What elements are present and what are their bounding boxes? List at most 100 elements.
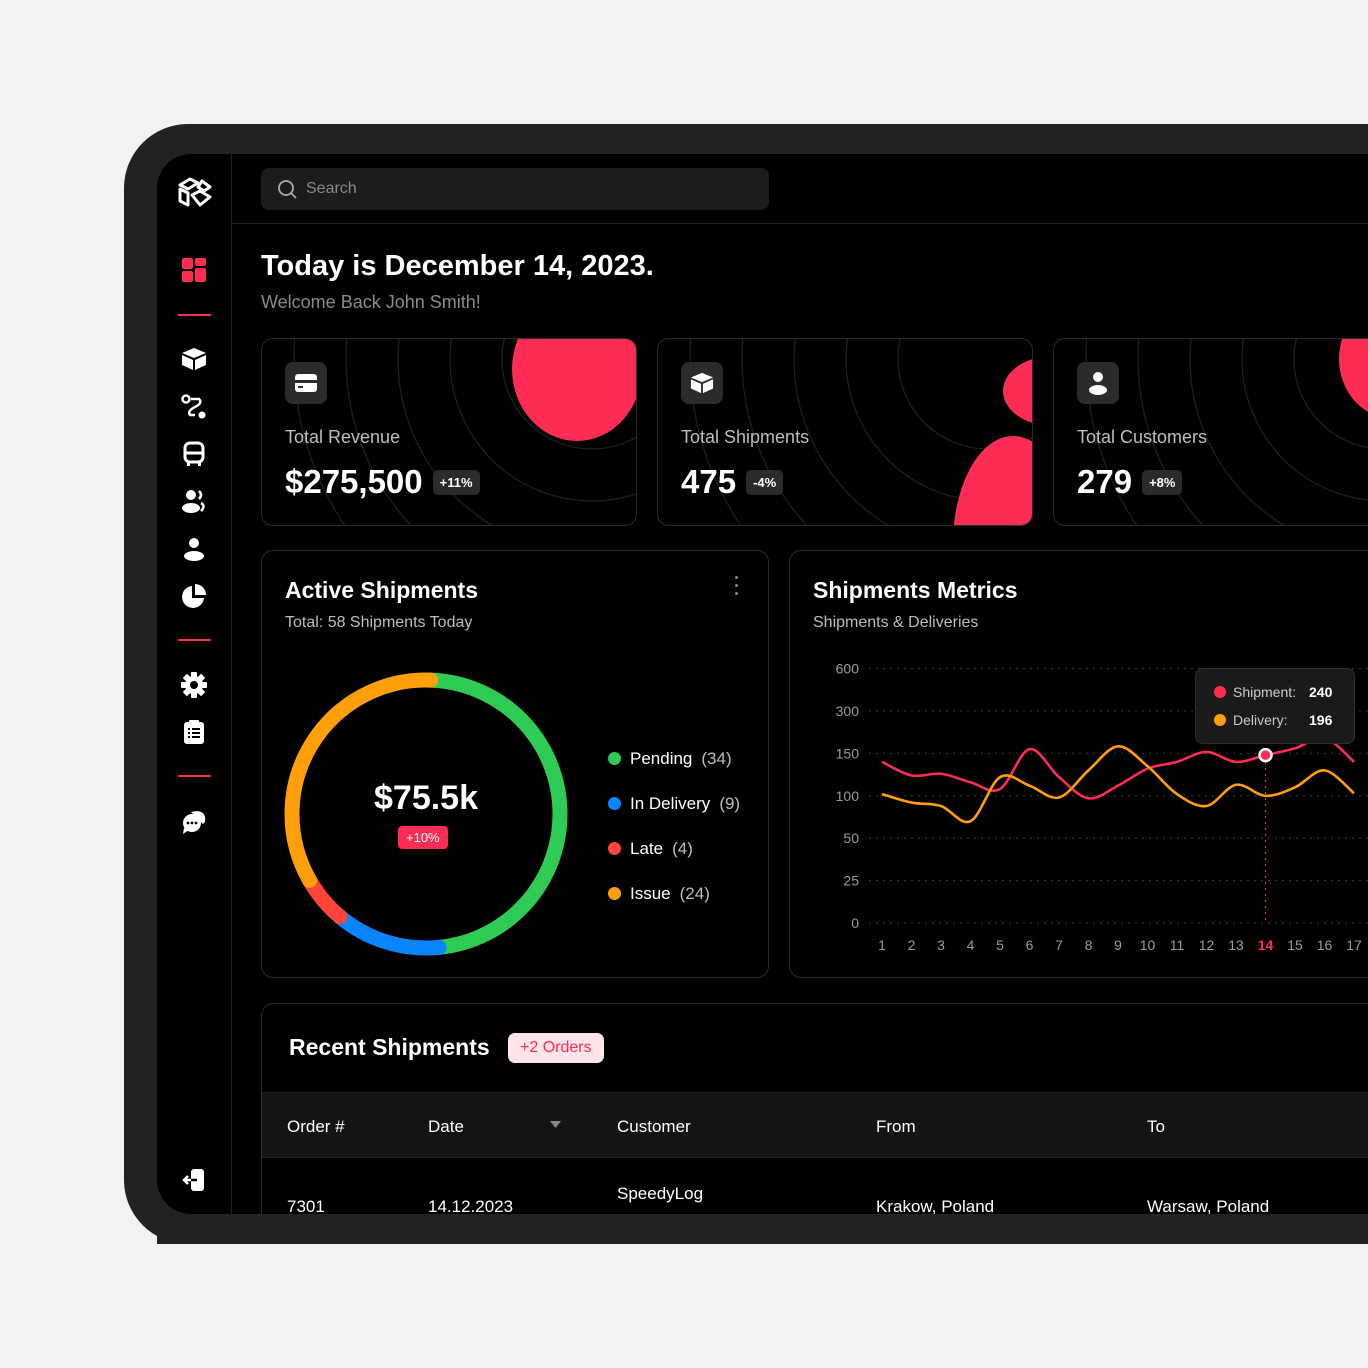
- sidebar-item-packages[interactable]: [179, 344, 209, 374]
- column-to[interactable]: To: [1147, 1117, 1165, 1136]
- legend-dot: [608, 842, 621, 855]
- chart-tooltip: Shipment: 240 Delivery: 196: [1195, 668, 1355, 744]
- sidebar-item-reports[interactable]: [179, 581, 209, 611]
- bus-icon: [183, 441, 205, 466]
- credit-card-icon: [285, 362, 327, 404]
- sort-down-icon[interactable]: [550, 1121, 561, 1128]
- y-tick-label: 50: [843, 830, 859, 846]
- welcome-text: Welcome Back John Smith!: [261, 292, 481, 312]
- tooltip-value: 240: [1309, 684, 1333, 700]
- sidebar-item-customers[interactable]: [179, 534, 209, 564]
- stat-card[interactable]: Total Shipments 475 -4%: [657, 338, 1033, 526]
- logout-button[interactable]: [179, 1165, 209, 1195]
- card-subtitle: Shipments & Deliveries: [813, 614, 979, 631]
- dashboard-icon: [182, 258, 206, 282]
- y-tick-label: 300: [836, 703, 860, 719]
- sidebar-item-team[interactable]: [179, 486, 209, 516]
- stat-value: $275,500: [285, 463, 423, 500]
- delivery-dot: [1214, 714, 1226, 726]
- card-title: Active Shipments: [285, 577, 478, 603]
- series-line-delivery: [881, 745, 1355, 824]
- stat-card[interactable]: Total Revenue $275,500 +11%: [261, 338, 637, 526]
- stat-label: Total Customers: [1077, 427, 1208, 447]
- table-row[interactable]: 7301 14.12.2023 SpeedyLog Krakow, Poland…: [262, 1159, 1368, 1219]
- sidebar-item-messages[interactable]: [179, 807, 209, 837]
- sidebar-item-routes[interactable]: [179, 392, 209, 422]
- device-bezel-bottom: [157, 1214, 1368, 1244]
- x-tick-label: 16: [1317, 937, 1333, 953]
- y-tick-label: 600: [836, 661, 860, 677]
- column-order[interactable]: Order #: [287, 1117, 345, 1136]
- sidebar-item-vehicles[interactable]: [179, 439, 209, 469]
- donut-change-badge: +10%: [398, 826, 448, 849]
- sidebar: [157, 154, 232, 1214]
- card-decoration: [293, 339, 636, 525]
- legend-dot: [608, 752, 621, 765]
- x-tick-label: 10: [1140, 937, 1156, 953]
- sidebar-item-tasks[interactable]: [179, 717, 209, 747]
- legend-label: Late: [630, 838, 664, 858]
- x-tick-label: 9: [1114, 937, 1122, 953]
- tooltip-label: Shipment:: [1233, 684, 1297, 700]
- donut-segment-issue[interactable]: [284, 672, 439, 888]
- users-icon: [182, 490, 205, 513]
- more-options-button[interactable]: [730, 573, 742, 597]
- column-date[interactable]: Date: [428, 1117, 464, 1136]
- cell-from: Krakow, Poland: [876, 1197, 995, 1216]
- logo-icon[interactable]: [175, 174, 215, 214]
- tooltip-value: 196: [1309, 712, 1333, 728]
- stat-value: 279: [1077, 463, 1133, 500]
- legend-label: Issue: [630, 883, 671, 903]
- stat-card[interactable]: Total Customers 279 +8%: [1053, 338, 1368, 526]
- legend-item[interactable]: In Delivery (9): [608, 781, 740, 826]
- x-tick-label: 13: [1228, 937, 1244, 953]
- tooltip-label: Delivery:: [1233, 712, 1288, 728]
- search-input[interactable]: [306, 180, 706, 198]
- x-tick-label: 2: [908, 937, 916, 953]
- donut-segment-in-delivery[interactable]: [332, 909, 447, 956]
- search-bar[interactable]: [261, 168, 769, 210]
- y-tick-label: 150: [836, 745, 860, 761]
- cell-to: Warsaw, Poland: [1147, 1197, 1270, 1216]
- legend-dot: [608, 797, 621, 810]
- sidebar-item-settings[interactable]: [179, 670, 209, 700]
- gear-icon: [181, 672, 207, 698]
- active-shipments-card: Active Shipments Total: 58 Shipments Tod…: [261, 550, 769, 978]
- card-title: Shipments Metrics: [813, 577, 1018, 603]
- card-decoration: [689, 339, 1032, 525]
- x-tick-label: 3: [937, 937, 945, 953]
- highlight-point[interactable]: [1258, 747, 1273, 763]
- column-from[interactable]: From: [876, 1117, 916, 1136]
- donut-legend: Pending (34) In Delivery (9) Late (4) Issue (24…: [608, 736, 740, 916]
- column-customer[interactable]: Customer: [617, 1117, 691, 1136]
- stat-value: 475: [681, 463, 737, 500]
- donut-segment-pending[interactable]: [423, 672, 568, 955]
- sidebar-item-dashboard[interactable]: [179, 255, 209, 285]
- legend-count: (34): [701, 748, 732, 768]
- stat-change-badge: -4%: [746, 469, 784, 495]
- x-tick-label: 8: [1085, 937, 1093, 953]
- y-tick-label: 100: [836, 788, 860, 804]
- divider: [178, 314, 211, 316]
- legend-item[interactable]: Pending (34): [608, 736, 740, 781]
- table-header: Order # Date Customer From To: [262, 1092, 1368, 1158]
- legend-count: (9): [719, 793, 741, 813]
- route-icon: [181, 394, 206, 419]
- chat-icon: [183, 811, 206, 834]
- shipments-metrics-card: Shipments Metrics Shipments & Deliveries…: [789, 550, 1368, 978]
- x-tick-label: 6: [1026, 937, 1034, 953]
- clipboard-icon: [184, 720, 204, 744]
- stat-change-badge: +11%: [432, 469, 480, 495]
- cell-customer: SpeedyLog: [617, 1184, 704, 1203]
- legend-count: (4): [672, 838, 693, 858]
- package-icon: [182, 348, 206, 370]
- legend-dot: [608, 887, 621, 900]
- shipment-dot: [1214, 686, 1226, 698]
- x-tick-label: 7: [1055, 937, 1063, 953]
- legend-item[interactable]: Issue (24): [608, 871, 740, 916]
- card-subtitle: Total: 58 Shipments Today: [285, 614, 473, 631]
- divider: [178, 775, 211, 777]
- legend-item[interactable]: Late (4): [608, 826, 740, 871]
- donut-center-value: $75.5k: [374, 779, 478, 817]
- x-tick-label: 15: [1287, 937, 1303, 953]
